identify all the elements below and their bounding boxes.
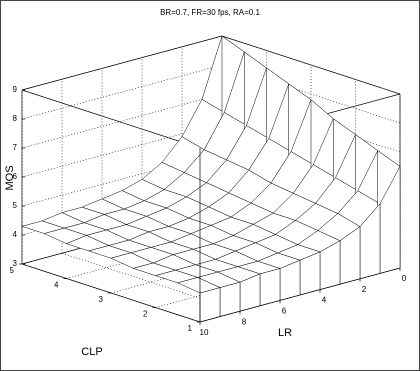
- grid-line: [61, 252, 241, 312]
- y-axis-title: CLP: [81, 346, 102, 358]
- y-tick-label: 4: [54, 281, 59, 290]
- axis-box: [199, 267, 401, 323]
- x-tick-label: 6: [282, 307, 287, 316]
- x-axis-title: LR: [278, 327, 292, 339]
- y-tick-label: 2: [143, 310, 148, 319]
- y-tick-label: 3: [99, 295, 104, 304]
- y-tick-label: 5: [10, 266, 15, 275]
- grid-line: [221, 35, 401, 95]
- y-tick-label: 1: [188, 324, 193, 333]
- z-tick-label: 6: [13, 172, 18, 181]
- z-tick-label: 3: [13, 259, 18, 268]
- surface-curtain: [219, 281, 241, 317]
- z-axis-title: MOS: [4, 165, 16, 190]
- axis-box: [21, 35, 223, 91]
- axis-box: [21, 263, 201, 323]
- z-tick-label: 8: [13, 114, 18, 123]
- chart-title: BR=0.7, FR=30 fps, RA=0.1: [160, 8, 260, 17]
- z-tick-label: 7: [13, 143, 18, 152]
- x-tick-label: 2: [362, 285, 367, 294]
- surface-curtain: [259, 268, 281, 307]
- z-tick-label: 4: [13, 230, 18, 239]
- z-tick-label: 5: [13, 201, 18, 210]
- x-tick-label: 0: [402, 274, 407, 283]
- x-tick-label: 10: [200, 328, 209, 337]
- grid-line: [221, 64, 401, 124]
- z-tick-label: 9: [13, 85, 18, 94]
- surface-curtain: [199, 287, 221, 323]
- axis-box: [21, 89, 201, 149]
- x-tick-label: 8: [242, 317, 247, 326]
- x-tick-label: 4: [322, 296, 327, 305]
